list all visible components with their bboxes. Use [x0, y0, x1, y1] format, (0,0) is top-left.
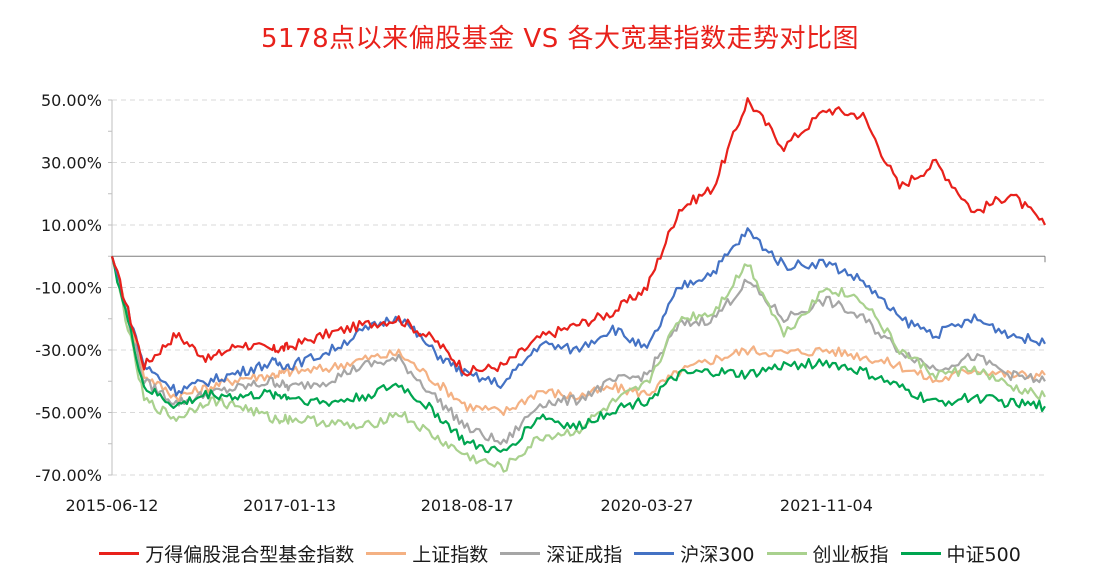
- legend-item: 创业板指: [766, 540, 889, 567]
- tick-labels: 50.00% 30.00% 10.00% -10.00% -30.00% -50.00% -…: [35, 91, 873, 515]
- x-tick-label: 2017-01-13: [243, 496, 336, 515]
- legend-item: 沪深300: [634, 540, 755, 567]
- legend-swatch: [634, 552, 675, 555]
- y-tick-label: -70.00%: [35, 466, 102, 485]
- legend-label: 深证成指: [546, 544, 623, 566]
- legend-label: 创业板指: [812, 544, 889, 566]
- gridlines: [112, 99, 1045, 476]
- series-line-4: [110, 256, 1046, 473]
- x-tick-label: 2015-06-12: [66, 496, 159, 515]
- y-tick-label: -10.00%: [35, 279, 102, 298]
- legend-swatch: [500, 552, 541, 555]
- x-tick-label: 2018-08-17: [421, 496, 514, 515]
- y-tick-label: 50.00%: [41, 91, 102, 110]
- y-tick-label: 10.00%: [41, 216, 102, 235]
- x-tick-label: 2021-11-04: [780, 496, 873, 515]
- axes: [108, 99, 1046, 476]
- legend-label: 沪深300: [680, 544, 755, 566]
- x-tick-label: 2020-03-27: [600, 496, 693, 515]
- legend-item: 万得偏股混合型基金指数: [99, 540, 354, 567]
- y-tick-label: -50.00%: [35, 404, 102, 423]
- y-tick-label: -30.00%: [35, 341, 102, 360]
- series-line-5: [110, 256, 1046, 454]
- legend-swatch: [900, 552, 941, 555]
- chart-title: 5178点以来偏股基金 VS 各大宽基指数走势对比图: [261, 24, 859, 54]
- y-tick-label: 30.00%: [41, 154, 102, 173]
- series-line-3: [110, 227, 1046, 397]
- line-chart: 50.00% 30.00% 10.00% -10.00% -30.00% -50.00% -…: [35, 91, 1046, 515]
- series-lines: [110, 97, 1046, 473]
- legend-swatch: [99, 552, 140, 555]
- legend: 万得偏股混合型基金指数 上证指数 深证成指 沪深300 创业板指 中证500: [0, 540, 1120, 567]
- legend-label: 万得偏股混合型基金指数: [145, 544, 355, 566]
- legend-item: 上证指数: [366, 540, 488, 567]
- series-line-0: [110, 97, 1046, 377]
- legend-swatch: [766, 552, 807, 555]
- series-line-2: [110, 256, 1046, 446]
- series-line-1: [110, 256, 1046, 416]
- legend-label: 上证指数: [412, 544, 489, 566]
- legend-swatch: [366, 552, 407, 555]
- legend-label: 中证500: [946, 544, 1021, 566]
- legend-item: 中证500: [900, 540, 1021, 567]
- legend-item: 深证成指: [500, 540, 622, 567]
